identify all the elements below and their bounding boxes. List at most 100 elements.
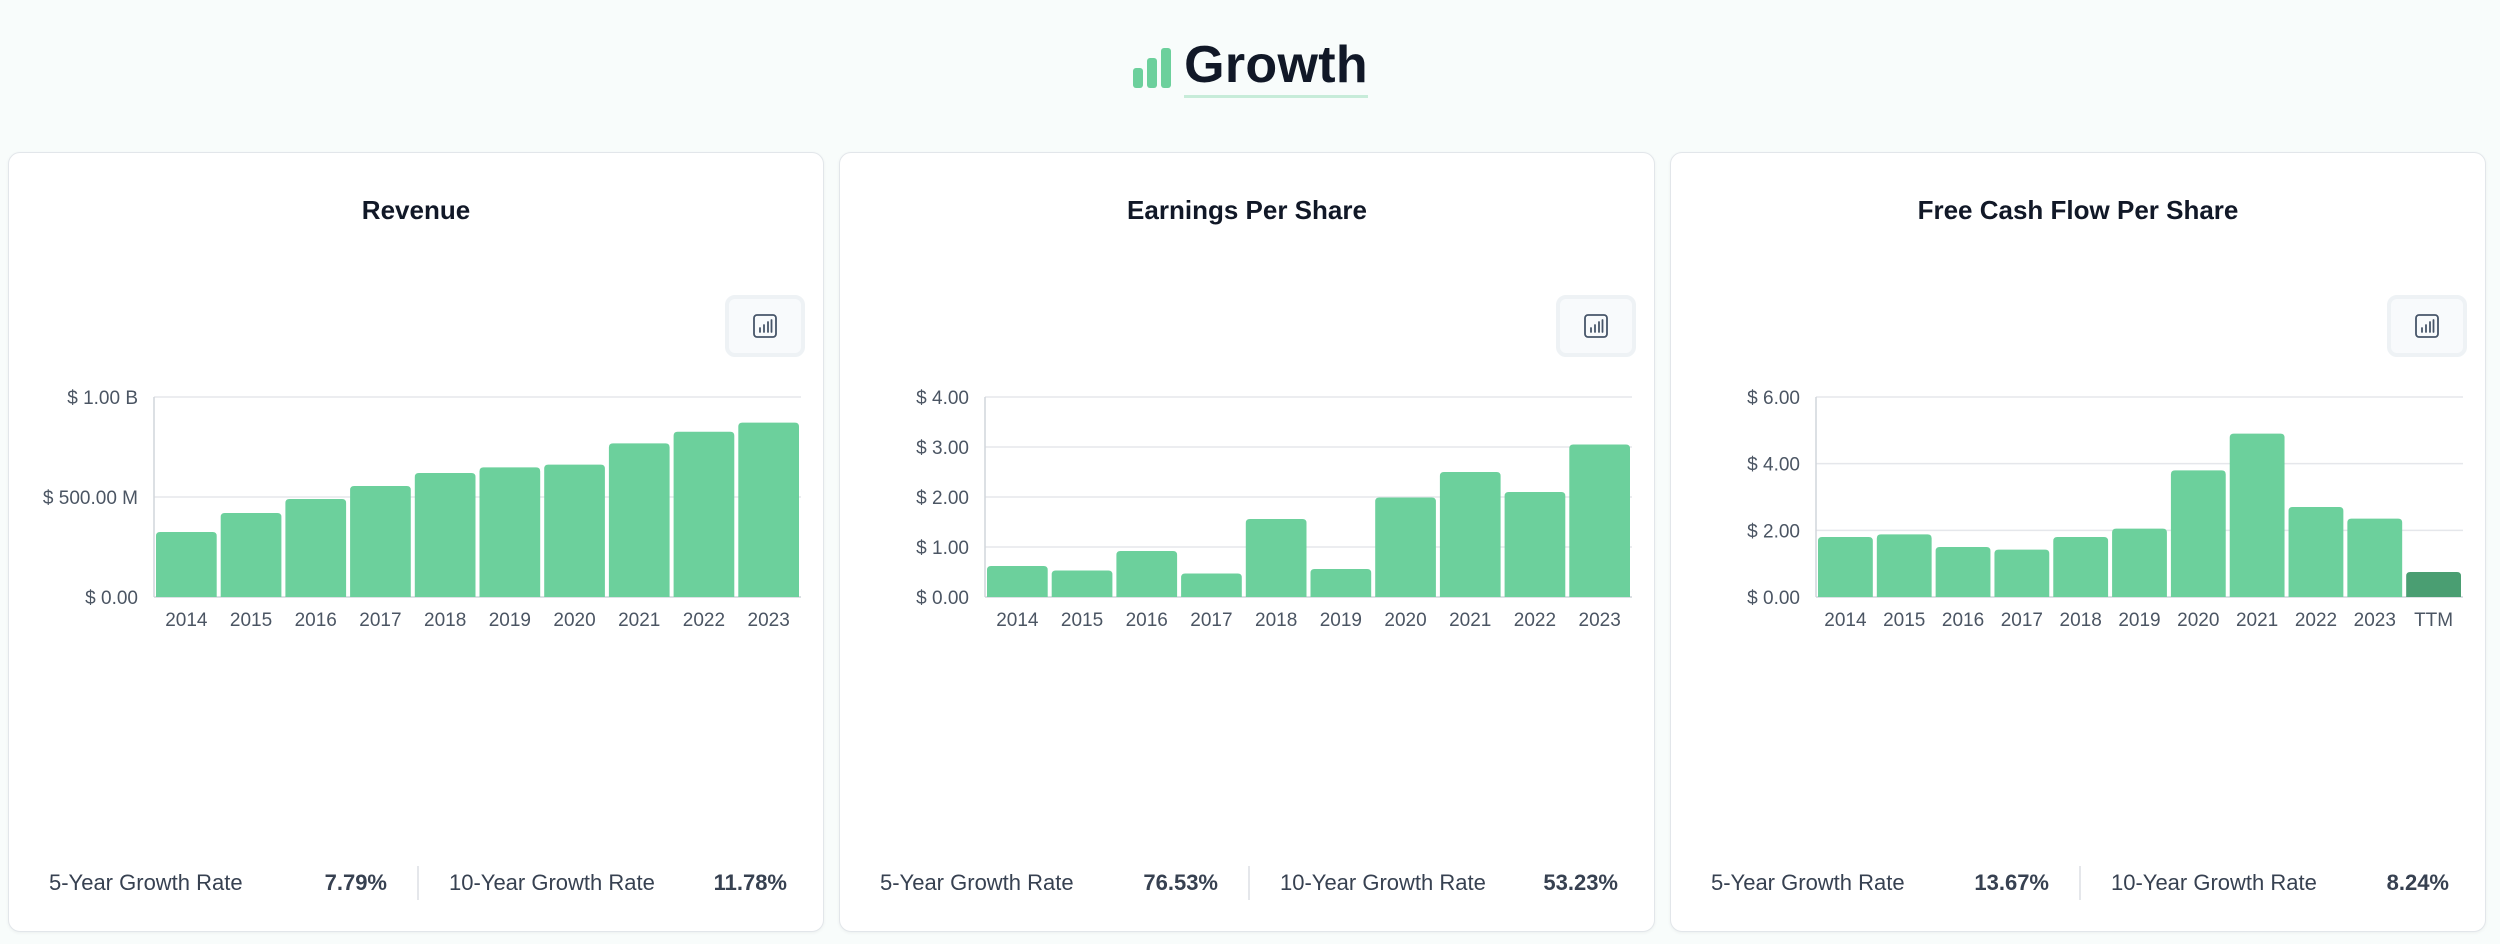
x-tick-label: 2022 xyxy=(1514,610,1556,631)
x-tick-label: 2014 xyxy=(1824,610,1867,631)
bar[interactable] xyxy=(2053,537,2109,597)
bar[interactable] xyxy=(1375,497,1436,598)
y-tick-label: $ 3.00 xyxy=(916,438,969,459)
stat-value: 76.53% xyxy=(1143,870,1218,895)
bar[interactable] xyxy=(1504,492,1566,597)
x-tick-label: 2022 xyxy=(683,610,725,631)
stat-value: 53.23% xyxy=(1543,870,1618,895)
bar[interactable] xyxy=(479,467,541,597)
bar[interactable] xyxy=(1116,551,1178,597)
stat-value: 7.79% xyxy=(324,870,387,895)
stat-divider xyxy=(1248,866,1250,900)
x-tick-label: 2016 xyxy=(1942,610,1984,631)
x-tick-label: 2017 xyxy=(2001,610,2043,631)
bar[interactable] xyxy=(608,443,670,597)
stat-label: 5-Year Growth Rate xyxy=(49,870,243,895)
growth-stats: 5-Year Growth Rate 7.79% 10-Year Growth … xyxy=(49,863,787,903)
x-tick-label: 2016 xyxy=(1126,610,1168,631)
bar[interactable] xyxy=(1181,573,1242,598)
bar[interactable] xyxy=(1439,472,1501,597)
y-tick-label: $ 0.00 xyxy=(916,588,969,609)
x-tick-label: 2021 xyxy=(618,610,660,631)
x-tick-label: 2020 xyxy=(2177,610,2219,631)
stat-value: 11.78% xyxy=(713,870,787,895)
bar[interactable] xyxy=(1818,537,1873,597)
bar[interactable] xyxy=(2170,470,2226,597)
bar[interactable] xyxy=(1876,534,1932,597)
stat-label: 5-Year Growth Rate xyxy=(880,870,1074,895)
bar[interactable] xyxy=(1569,444,1630,598)
bar[interactable] xyxy=(673,431,735,597)
x-tick-label: 2023 xyxy=(2354,610,2396,631)
x-tick-label: 2018 xyxy=(1255,610,1297,631)
x-tick-label: 2020 xyxy=(1384,610,1426,631)
x-tick-label: 2015 xyxy=(1883,610,1925,631)
bar[interactable] xyxy=(1935,547,1991,597)
card-title: Earnings Per Share xyxy=(1127,195,1367,225)
growth-stats: 5-Year Growth Rate 76.53% 10-Year Growth… xyxy=(880,863,1618,903)
stat-label: 10-Year Growth Rate xyxy=(2111,870,2317,895)
x-tick-label: 2019 xyxy=(2118,610,2160,631)
x-tick-label: 2018 xyxy=(424,610,466,631)
y-tick-label: $ 4.00 xyxy=(916,388,969,409)
x-tick-label: 2021 xyxy=(1449,610,1491,631)
eps-card: Earnings Per Share $ 0.00 $ 1.00 $ 2.00 $ 3… xyxy=(839,152,1655,932)
card-title: Revenue xyxy=(361,195,471,225)
bar[interactable] xyxy=(1310,569,1372,597)
stat-label: 10-Year Growth Rate xyxy=(1280,870,1486,895)
fcf-card: Free Cash Flow Per Share $ 0.00 $ 2.00 $ 4… xyxy=(1670,152,2486,932)
ten-year-growth: 10-Year Growth Rate 8.24% xyxy=(2111,870,2449,896)
stat-value: 13.67% xyxy=(1974,870,2049,895)
x-tick-label: 2023 xyxy=(748,610,790,631)
x-tick-label: 2017 xyxy=(1190,610,1232,631)
stat-divider xyxy=(2079,866,2081,900)
x-tick-label: 2015 xyxy=(1061,610,1103,631)
five-year-growth: 5-Year Growth Rate 76.53% xyxy=(880,870,1218,896)
revenue-card: Revenue $ 0.00 $ 500.00 M $ 1.00 B 2014 2015… xyxy=(8,152,824,932)
bar[interactable] xyxy=(285,499,347,597)
chart-toggle-button[interactable] xyxy=(725,295,805,357)
bar[interactable] xyxy=(350,486,411,597)
stat-value: 8.24% xyxy=(2386,870,2449,895)
bar[interactable] xyxy=(2406,572,2461,597)
y-tick-label: $ 500.00 M xyxy=(43,488,138,509)
x-tick-label: 2016 xyxy=(295,610,337,631)
five-year-growth: 5-Year Growth Rate 7.79% xyxy=(49,870,387,896)
bar[interactable] xyxy=(2229,433,2285,597)
growth-stats: 5-Year Growth Rate 13.67% 10-Year Growth… xyxy=(1711,863,2449,903)
bar[interactable] xyxy=(156,532,217,597)
x-tick-label: 2014 xyxy=(996,610,1039,631)
bar[interactable] xyxy=(1994,549,2050,597)
chart-toggle-icon xyxy=(2415,314,2439,338)
stat-label: 5-Year Growth Rate xyxy=(1711,870,1905,895)
bar[interactable] xyxy=(738,422,799,597)
x-tick-label: 2015 xyxy=(230,610,272,631)
bar[interactable] xyxy=(544,464,605,597)
y-tick-label: $ 4.00 xyxy=(1747,455,1800,476)
bar[interactable] xyxy=(2112,528,2167,597)
x-tick-label: 2020 xyxy=(553,610,595,631)
y-tick-label: $ 2.00 xyxy=(916,488,969,509)
bar[interactable] xyxy=(2347,518,2403,597)
x-tick-label: 2021 xyxy=(2236,610,2278,631)
chart-toggle-button[interactable] xyxy=(1556,295,1636,357)
bar[interactable] xyxy=(1245,519,1307,597)
bar[interactable] xyxy=(2288,507,2344,597)
x-tick-label: 2019 xyxy=(489,610,531,631)
y-tick-label: $ 0.00 xyxy=(1747,588,1800,609)
bar[interactable] xyxy=(987,566,1048,597)
x-tick-label: 2017 xyxy=(359,610,401,631)
y-tick-label: $ 2.00 xyxy=(1747,521,1800,542)
bar[interactable] xyxy=(220,513,282,597)
bar[interactable] xyxy=(414,473,476,597)
bar[interactable] xyxy=(1051,570,1113,598)
eps-chart: $ 0.00 $ 1.00 $ 2.00 $ 3.00 $ 4.00 2014 2015 20… xyxy=(916,388,1632,631)
chart-toggle-button[interactable] xyxy=(2387,295,2467,357)
x-tick-label: 2023 xyxy=(1579,610,1621,631)
ten-year-growth: 10-Year Growth Rate 11.78% xyxy=(449,870,787,896)
chart-toggle-icon xyxy=(753,314,777,338)
revenue-chart: $ 0.00 $ 500.00 M $ 1.00 B 2014 2015 2016 2017… xyxy=(43,388,801,631)
y-tick-label: $ 0.00 xyxy=(85,588,138,609)
x-tick-label: TTM xyxy=(2414,610,2453,631)
chart-toggle-icon xyxy=(1584,314,1608,338)
